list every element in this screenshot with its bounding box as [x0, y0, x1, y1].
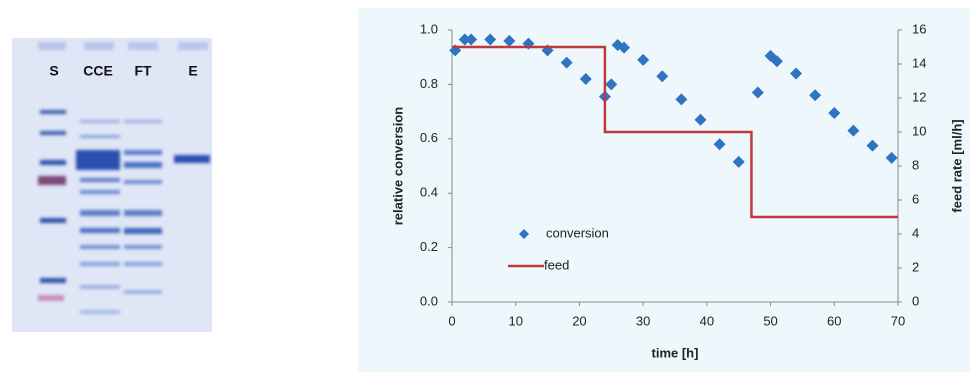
y2-tick-label: 12	[912, 89, 926, 104]
data-point	[694, 113, 707, 126]
data-point	[866, 139, 879, 152]
data-point	[484, 33, 497, 46]
x-tick-label: 60	[827, 313, 841, 328]
data-point	[770, 55, 783, 68]
gel: S CCE FT E	[12, 38, 212, 332]
y-tick-label: 0.6	[420, 130, 438, 145]
line	[452, 45, 898, 219]
x-tick-label: 0	[448, 313, 455, 328]
x-tick-label: 20	[572, 313, 586, 328]
data-point	[458, 33, 471, 46]
y2-tick-label: 2	[912, 259, 919, 274]
x-tick-label: 50	[763, 313, 777, 328]
lane-label: CCE	[83, 63, 113, 79]
x-tick-label: 40	[700, 313, 714, 328]
y2-tick-label: 16	[912, 21, 926, 36]
chart-background	[358, 8, 970, 372]
y2-tick-label: 4	[912, 225, 919, 240]
y2-tick-label: 10	[912, 123, 926, 138]
y2-tick-label: 14	[912, 55, 926, 70]
y-tick-label: 0.4	[420, 185, 438, 200]
y2-tick-label: 8	[912, 157, 919, 172]
lane-label: FT	[134, 63, 152, 79]
legend-marker	[519, 229, 529, 239]
legend-label: conversion	[546, 225, 609, 240]
legend-label: feed	[544, 257, 569, 272]
data-point	[465, 33, 478, 46]
data-point	[751, 86, 764, 99]
data-point	[560, 56, 573, 69]
lane-label: E	[188, 63, 197, 79]
y-tick-label: 1.0	[420, 21, 438, 36]
data-point	[503, 34, 516, 47]
y2-tick-label: 0	[912, 293, 919, 308]
data-point	[618, 41, 631, 54]
lane-label: S	[49, 63, 58, 79]
chart: time [h] relative conversion feed rate […	[390, 21, 964, 360]
data-point	[847, 124, 860, 137]
data-point	[732, 155, 745, 168]
y-tick-label: 0.8	[420, 76, 438, 91]
data-point	[579, 72, 592, 85]
x-tick-label: 10	[508, 313, 522, 328]
data-point	[605, 78, 618, 91]
y2-tick-label: 6	[912, 191, 919, 206]
data-point	[790, 67, 803, 80]
data-point	[713, 138, 726, 151]
data-point	[828, 106, 841, 119]
data-point	[809, 89, 822, 102]
x-tick-label: 70	[891, 313, 905, 328]
y-tick-label: 0.2	[420, 239, 438, 254]
x-axis-label: time [h]	[652, 345, 699, 360]
gel-bands	[38, 42, 210, 314]
x-tick-label: 30	[636, 313, 650, 328]
data-point	[656, 70, 669, 83]
data-point	[637, 53, 650, 66]
y-axis-label: relative conversion	[390, 107, 405, 226]
data-point	[675, 93, 688, 106]
data-point	[885, 151, 898, 164]
y2-axis-label: feed rate [ml/h]	[949, 119, 964, 212]
y-tick-label: 0.0	[420, 293, 438, 308]
